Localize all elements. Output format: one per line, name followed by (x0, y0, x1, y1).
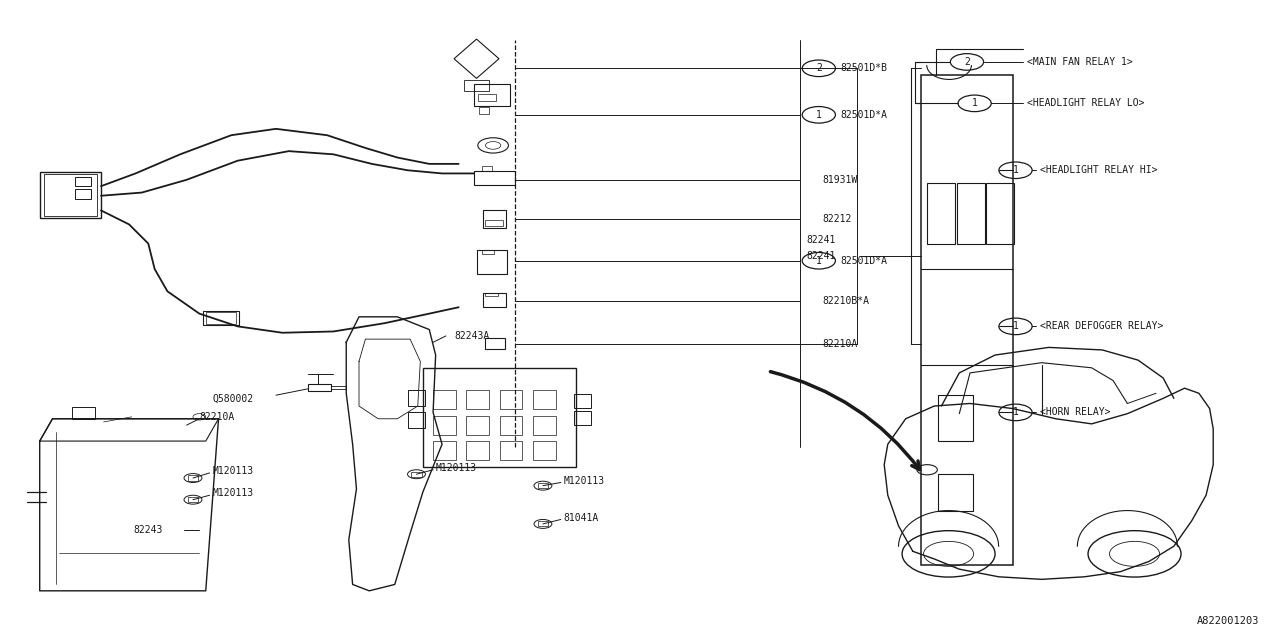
Bar (76, 177, 91, 186)
Text: M120113: M120113 (212, 488, 253, 499)
Text: <HEADLIGHT RELAY HI>: <HEADLIGHT RELAY HI> (1039, 165, 1157, 175)
Bar (485, 338, 504, 349)
Text: 82241: 82241 (806, 236, 836, 245)
Text: 1: 1 (1012, 165, 1019, 175)
Text: 82210B*A: 82210B*A (823, 296, 869, 306)
Bar (72, 407, 95, 419)
Bar (499, 390, 522, 409)
Bar (188, 476, 198, 481)
Bar (928, 183, 955, 244)
Bar (407, 390, 425, 406)
Bar (986, 183, 1014, 244)
Bar (481, 250, 494, 253)
Text: <MAIN FAN RELAY 1>: <MAIN FAN RELAY 1> (1027, 57, 1133, 67)
Text: 82210A: 82210A (200, 412, 234, 422)
Text: 1: 1 (815, 110, 822, 120)
Text: <REAR DEFOGGER RELAY>: <REAR DEFOGGER RELAY> (1039, 321, 1164, 332)
Bar (538, 522, 548, 527)
Text: 82210A: 82210A (823, 339, 858, 349)
Bar (466, 441, 489, 460)
Bar (206, 312, 237, 324)
Bar (499, 441, 522, 460)
Text: M120113: M120113 (435, 463, 476, 473)
Text: 82212: 82212 (823, 214, 852, 224)
Bar (407, 412, 425, 428)
Text: 2: 2 (964, 57, 970, 67)
Bar (485, 292, 498, 296)
Bar (499, 415, 522, 435)
Bar (483, 210, 506, 228)
Text: A822001203: A822001203 (1197, 616, 1260, 626)
Bar (573, 394, 591, 408)
Bar (433, 441, 456, 460)
Bar (476, 250, 507, 274)
Text: <HORN RELAY>: <HORN RELAY> (1039, 408, 1110, 417)
Bar (474, 84, 509, 106)
Bar (573, 411, 591, 425)
Text: Q580002: Q580002 (212, 394, 253, 403)
Bar (532, 441, 556, 460)
Bar (188, 497, 198, 502)
Bar (44, 174, 97, 216)
Bar (937, 395, 973, 441)
Bar (937, 474, 973, 511)
Text: 82243A: 82243A (454, 331, 490, 341)
Text: M120113: M120113 (563, 476, 604, 486)
Text: 82501D*A: 82501D*A (841, 256, 887, 266)
Bar (538, 483, 548, 488)
Text: 1: 1 (1012, 408, 1019, 417)
Bar (463, 79, 489, 91)
Text: 1: 1 (972, 99, 978, 108)
Bar (477, 95, 495, 100)
Text: 1: 1 (815, 256, 822, 266)
Text: 81041A: 81041A (563, 513, 599, 522)
Text: 82241: 82241 (806, 252, 836, 261)
Bar (411, 472, 421, 477)
Bar (956, 183, 984, 244)
Text: 82243: 82243 (133, 525, 163, 535)
Bar (483, 293, 506, 307)
Bar (433, 415, 456, 435)
Bar (466, 415, 489, 435)
Bar (481, 166, 492, 171)
Bar (422, 368, 576, 467)
Bar (485, 220, 503, 227)
Bar (433, 390, 456, 409)
Text: 2: 2 (815, 63, 822, 74)
Bar (479, 107, 489, 113)
Text: <HEADLIGHT RELAY LO>: <HEADLIGHT RELAY LO> (1027, 99, 1144, 108)
Bar (532, 415, 556, 435)
Text: 82501D*B: 82501D*B (841, 63, 887, 74)
Bar (308, 384, 332, 392)
Text: 81931W: 81931W (823, 175, 858, 185)
Text: 82501D*A: 82501D*A (841, 110, 887, 120)
Bar (532, 390, 556, 409)
Text: 1: 1 (1012, 321, 1019, 332)
Bar (466, 390, 489, 409)
Text: M120113: M120113 (212, 466, 253, 476)
Bar (332, 386, 346, 390)
Bar (76, 189, 91, 199)
Bar (40, 172, 101, 218)
Bar (922, 75, 1012, 565)
Bar (204, 311, 239, 325)
Bar (474, 171, 515, 185)
